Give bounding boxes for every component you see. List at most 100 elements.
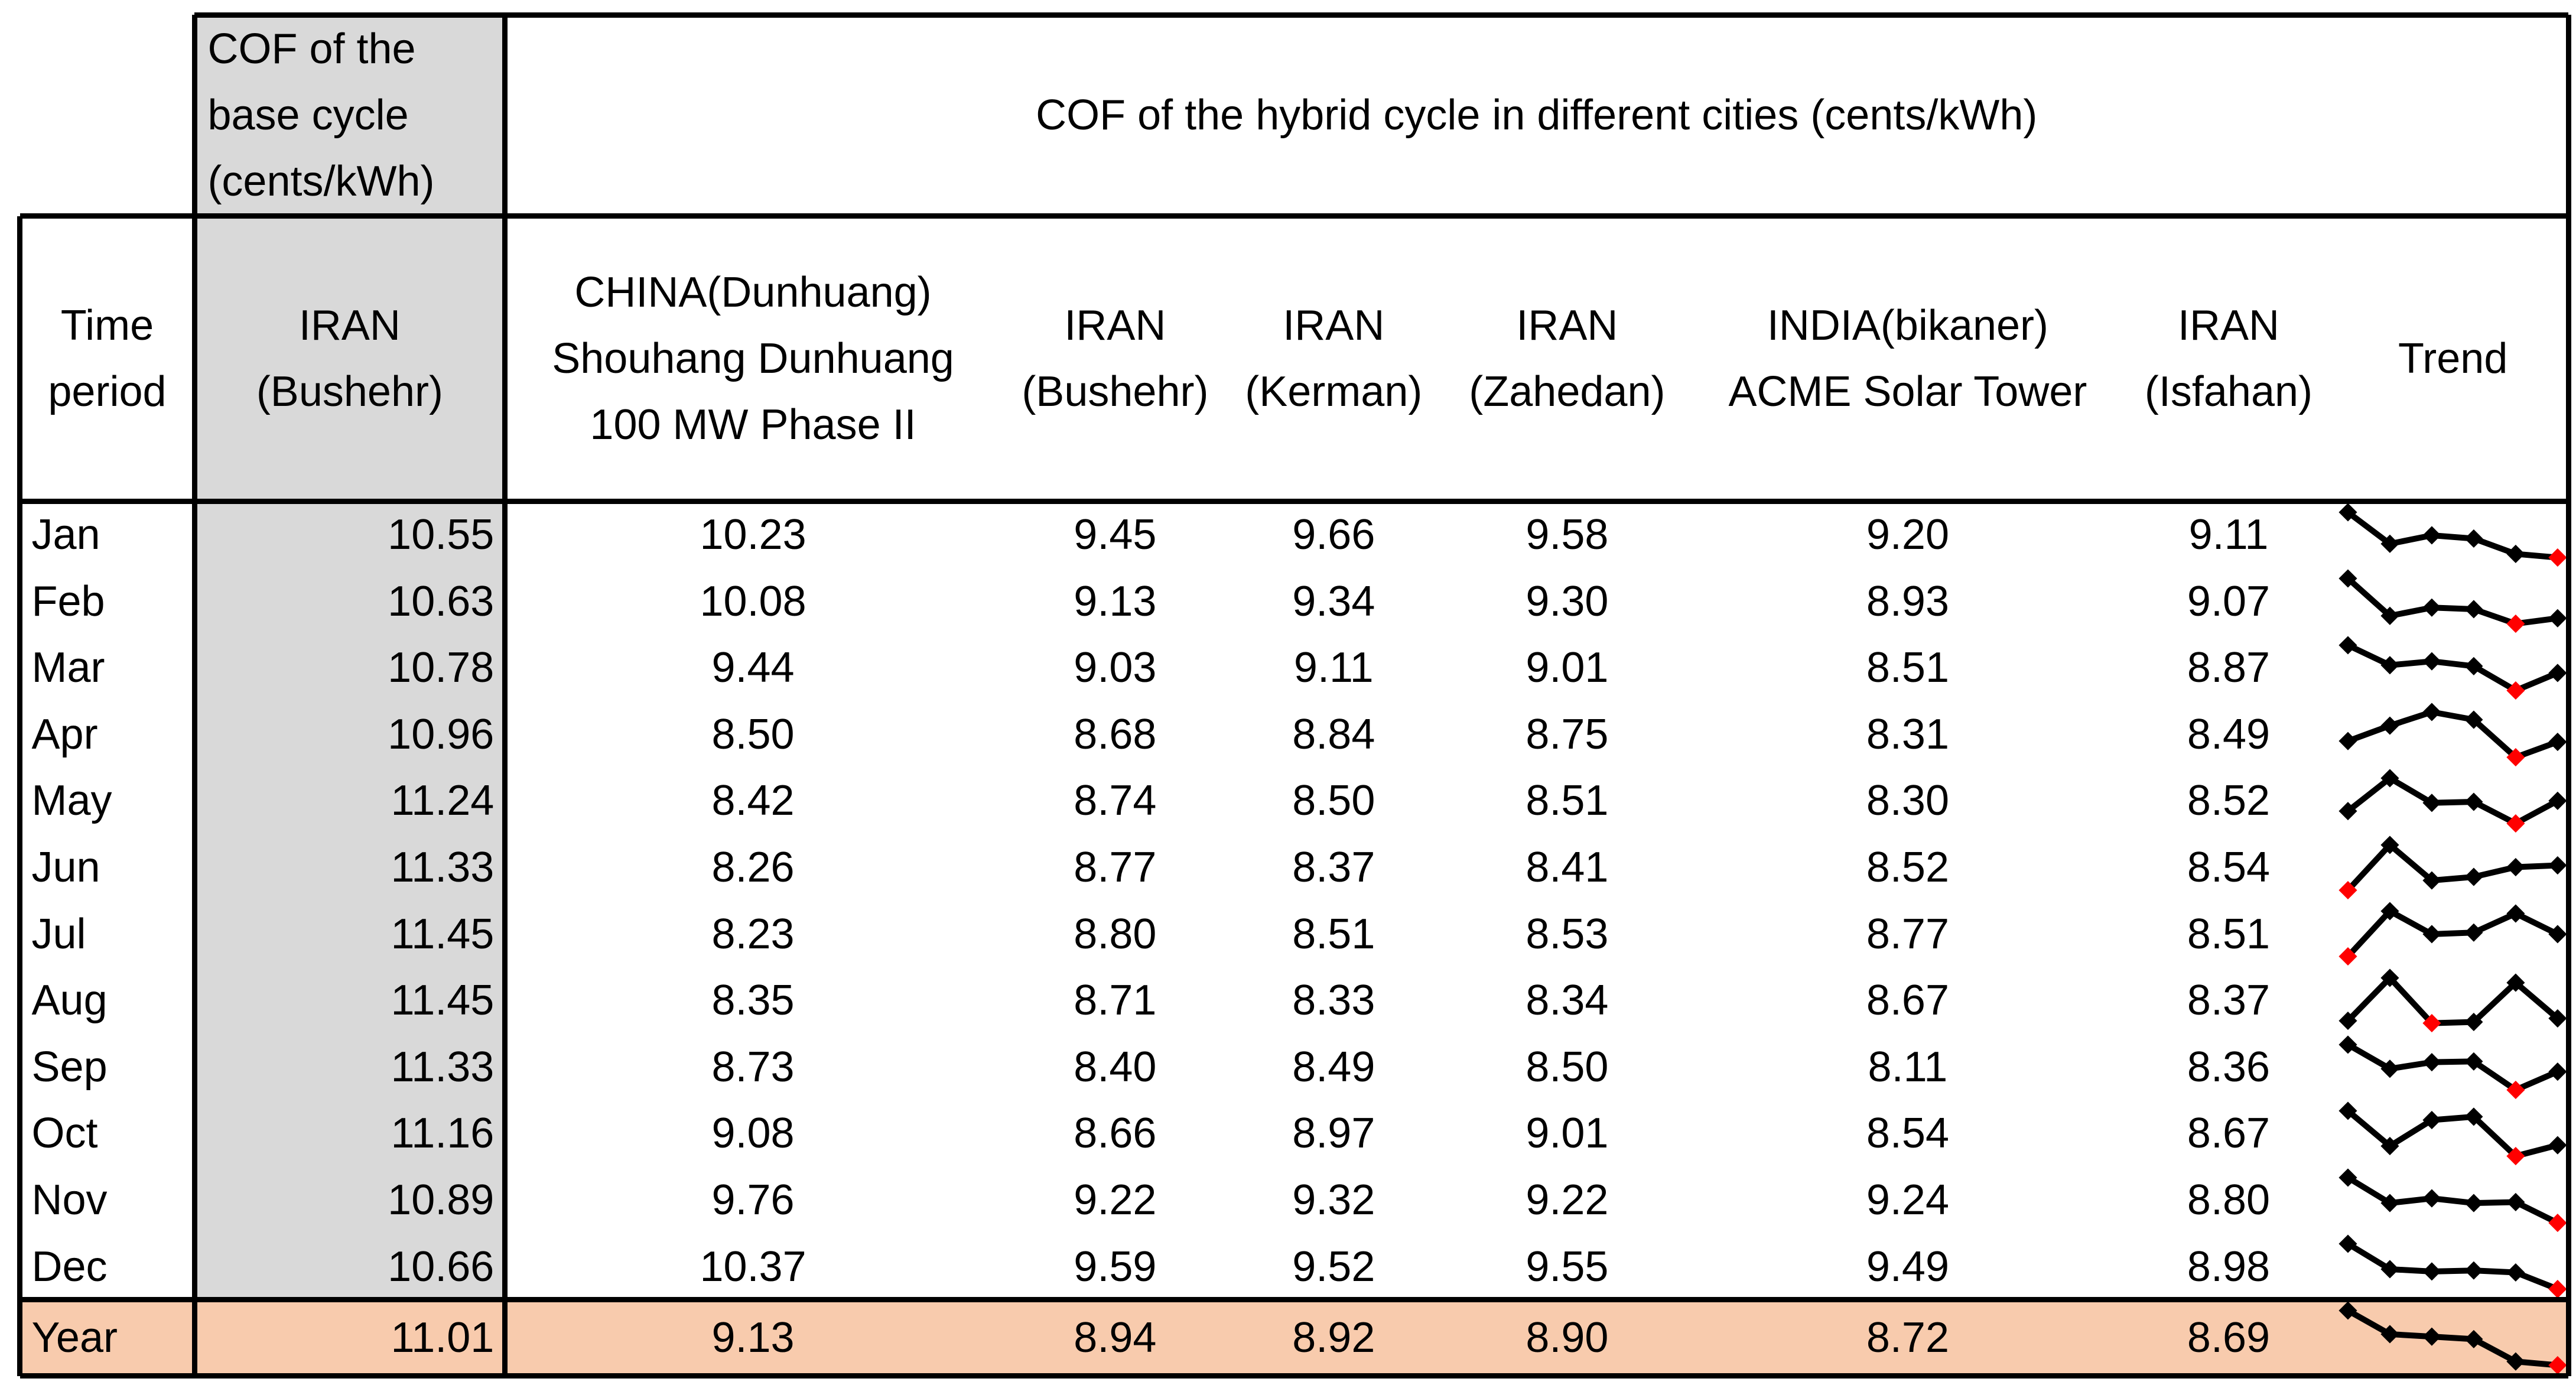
month-row-hybrid-value: 8.68 [1074,710,1157,758]
base-column-shade [194,15,505,1300]
month-row-hybrid-value: 8.93 [1866,577,1949,625]
month-row-trend-sparkline [2338,569,2567,633]
hybrid-city-header-line: (Isfahan) [2144,368,2313,416]
month-row-base-value: 10.55 [388,511,495,559]
month-row-trend-sparkline [2338,968,2567,1033]
month-row-hybrid-value: 9.08 [711,1110,795,1158]
border-top [194,12,2569,18]
month-row-hybrid-value: 8.66 [1074,1110,1157,1158]
month-row-trend-sparkline [2338,902,2567,966]
trend-min-marker [2506,1080,2525,1099]
month-row-hybrid-value: 10.08 [700,577,806,625]
trend-line [2346,1042,2559,1093]
hybrid-city-header-line: IRAN [2177,302,2279,350]
trend-min-marker [2338,880,2357,899]
trend-marker [2464,1262,2483,1280]
month-row-trend-sparkline [2338,1035,2567,1099]
month-row-base-value: 11.24 [391,777,495,825]
hybrid-city-header-line: IRAN [1283,302,1385,350]
trend-line [2346,1108,2559,1159]
month-row-hybrid-value: 9.44 [711,644,795,692]
trend-marker [2338,1301,2357,1320]
month-row-base-value: 10.89 [388,1176,495,1224]
trend-marker [2548,1062,2567,1081]
year-row-trend-sparkline [2338,1301,2567,1375]
month-row-hybrid-value: 9.76 [711,1176,795,1224]
border-year-top [19,1297,2569,1303]
year-row-hybrid-value: 8.72 [1866,1314,1949,1362]
trend-marker [2338,731,2357,750]
year-row-hybrid-value: 9.13 [711,1314,795,1362]
month-row-hybrid-value: 8.30 [1866,777,1949,825]
month-row-period: Dec [31,1243,108,1290]
month-row-base-value: 10.96 [388,710,495,758]
trend-line [2346,509,2558,561]
month-row-hybrid-value: 8.73 [711,1043,795,1091]
time-period-header-line: period [48,368,167,416]
time-period-header-line: Time [60,302,154,350]
trend-marker [2422,1327,2441,1346]
trend-marker [2464,1107,2483,1126]
month-row-hybrid-value: 8.51 [2187,910,2271,958]
border-base-left [191,15,197,1376]
month-row-hybrid-value: 8.31 [1866,710,1949,758]
time-period-header-text: Time period [48,292,166,425]
trend-min-marker [2506,615,2525,633]
month-row-hybrid-value: 8.87 [2187,644,2271,692]
month-row-trend-sparkline [2338,1168,2567,1232]
month-row-hybrid-value: 9.11 [1293,644,1374,692]
month-row-hybrid-value: 8.51 [1866,644,1949,692]
month-row-trend-sparkline [2338,835,2567,899]
hybrid-city-header-line: CHINA(Dunhuang) [574,269,932,317]
hybrid-city-header-line: Shouhang Dunhuang [552,335,954,383]
hybrid-city-header-text: IRAN (Isfahan) [2145,292,2312,425]
trend-marker [2422,703,2441,721]
trend-line [2346,1175,2559,1225]
trend-marker [2338,636,2357,655]
hybrid-city-header-text: INDIA(bikaner) ACME Solar Tower [1729,292,2087,425]
border-bottom [19,1373,2569,1379]
month-row-hybrid-value: 8.52 [1866,844,1949,892]
month-row-hybrid-value: 8.98 [2187,1243,2271,1290]
trend-marker [2506,1352,2525,1371]
month-row-hybrid-value: 9.22 [1526,1176,1609,1224]
hybrid-city-header-text: CHINA(Dunhuang) Shouhang Dunhuang 100 MW P… [552,259,954,458]
time-period-header: Time period [20,216,195,502]
month-row-hybrid-value: 8.37 [1292,844,1375,892]
month-row-hybrid-value: 8.51 [1526,777,1609,825]
hybrid-city-header: IRAN (Bushehr) [1001,216,1229,502]
month-row-hybrid-value: 8.34 [1526,977,1609,1025]
month-row-hybrid-value: 8.77 [1866,910,1949,958]
month-row-hybrid-value: 9.58 [1526,511,1609,559]
trend-line [2346,908,2559,959]
year-row-hybrid-value: 8.92 [1292,1314,1375,1362]
trend-marker [2464,1194,2483,1212]
month-row-hybrid-value: 9.07 [2187,577,2271,625]
month-row-hybrid-value: 8.54 [2187,844,2271,892]
base-cycle-group-header: COF of the base cycle (cents/kWh) [194,15,505,216]
year-row-base-value: 11.01 [391,1314,495,1362]
trend-marker [2548,1136,2567,1155]
trend-marker [2548,856,2567,874]
trend-line [2346,1308,2558,1368]
month-row-period: Apr [31,710,98,758]
trend-line [2346,576,2558,627]
month-row-hybrid-value: 9.55 [1526,1243,1609,1290]
month-row-hybrid-value: 9.34 [1292,577,1375,625]
trend-marker [2380,656,2399,675]
trend-marker [2464,1052,2483,1071]
month-row-hybrid-value: 8.11 [1868,1043,1948,1091]
trend-marker [2338,1168,2357,1187]
trend-marker [2506,544,2525,563]
hybrid-city-header-line: ACME Solar Tower [1728,368,2087,416]
trend-marker [2464,600,2483,619]
month-row-hybrid-value: 9.49 [1866,1243,1949,1290]
hybrid-city-header-line: (Kerman) [1245,368,1423,416]
base-cycle-group-header-line: base cycle [207,92,409,139]
base-iran-bushehr-header-line: (Bushehr) [256,368,443,416]
trend-marker [2506,857,2525,876]
month-row-hybrid-value: 9.32 [1292,1176,1375,1224]
trend-marker [2422,599,2441,617]
month-row-base-value: 10.63 [388,577,495,625]
trend-marker [2338,503,2357,522]
